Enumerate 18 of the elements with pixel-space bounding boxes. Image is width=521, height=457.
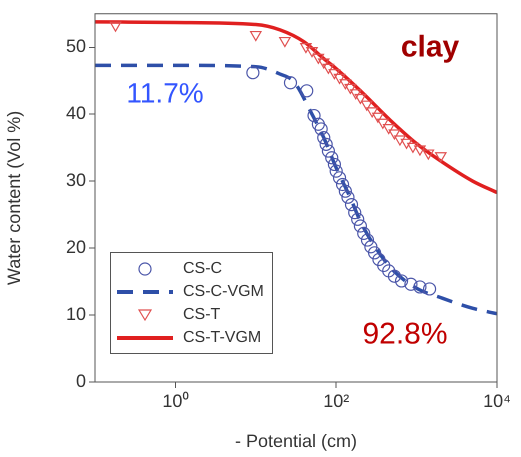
- y-axis-title: Water content (Vol %): [4, 110, 24, 286]
- legend-label: CS-T-VGM: [183, 328, 262, 346]
- y-tick-label: 20: [66, 237, 86, 258]
- y-tick-label: 0: [76, 370, 86, 391]
- x-axis-title: - Potential (cm): [234, 431, 358, 452]
- legend-label: CS-C: [183, 260, 222, 278]
- annotation: clay: [400, 30, 460, 64]
- annotation: 11.7%: [126, 78, 204, 109]
- x-tick-label: 10⁰: [162, 390, 188, 411]
- y-tick-label: 50: [66, 36, 86, 56]
- legend-label: CS-T: [183, 306, 220, 324]
- y-tick-label: 40: [66, 103, 86, 124]
- x-tick-label: 10²: [323, 390, 350, 411]
- annotation: 92.8%: [362, 317, 448, 350]
- y-tick-label: 30: [66, 170, 86, 190]
- y-tick-label: 10: [66, 304, 86, 324]
- x-tick-label: 10⁴: [483, 390, 511, 411]
- legend-label: CS-C-VGM: [183, 282, 264, 300]
